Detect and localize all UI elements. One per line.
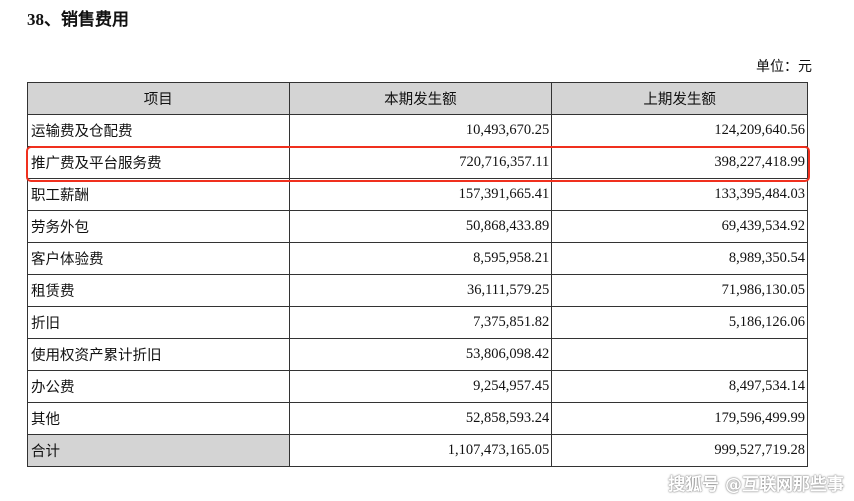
item-name: 办公费 xyxy=(27,370,290,403)
item-name: 折旧 xyxy=(27,306,290,339)
prior-amount: 999,527,719.28 xyxy=(551,434,808,467)
prior-amount: 69,439,534.92 xyxy=(551,210,808,243)
table-row: 租赁费 36,111,579.25 71,986,130.05 xyxy=(27,274,808,307)
item-name: 客户体验费 xyxy=(27,242,290,275)
table-row: 其他 52,858,593.24 179,596,499.99 xyxy=(27,402,808,435)
prior-amount: 398,227,418.99 xyxy=(551,146,808,179)
item-name: 运输费及仓配费 xyxy=(27,114,290,147)
header-current-period: 本期发生额 xyxy=(288,82,553,115)
item-name: 劳务外包 xyxy=(27,210,290,243)
current-amount: 53,806,098.42 xyxy=(288,338,553,371)
table-row: 职工薪酬 157,391,665.41 133,395,484.03 xyxy=(27,178,808,211)
table-row: 推广费及平台服务费 720,716,357.11 398,227,418.99 xyxy=(27,146,808,179)
prior-amount: 5,186,126.06 xyxy=(551,306,808,339)
prior-amount: 8,497,534.14 xyxy=(551,370,808,403)
prior-amount: 8,989,350.54 xyxy=(551,242,808,275)
current-amount: 720,716,357.11 xyxy=(288,146,553,179)
table-row: 使用权资产累计折旧 53,806,098.42 xyxy=(27,338,808,371)
header-prior-period: 上期发生额 xyxy=(551,82,808,115)
unit-label: 单位：元 xyxy=(756,60,812,75)
total-row: 合计 1,107,473,165.05 999,527,719.28 xyxy=(27,434,808,467)
section-title: 38、销售费用 xyxy=(27,10,129,29)
sales-expense-table: 项目 本期发生额 上期发生额 运输费及仓配费 10,493,670.25 124,2… xyxy=(27,82,808,467)
current-amount: 50,868,433.89 xyxy=(288,210,553,243)
prior-amount: 71,986,130.05 xyxy=(551,274,808,307)
current-amount: 1,107,473,165.05 xyxy=(288,434,553,467)
table-row: 劳务外包 50,868,433.89 69,439,534.92 xyxy=(27,210,808,243)
prior-amount: 133,395,484.03 xyxy=(551,178,808,211)
table-row: 办公费 9,254,957.45 8,497,534.14 xyxy=(27,370,808,403)
table-row: 运输费及仓配费 10,493,670.25 124,209,640.56 xyxy=(27,114,808,147)
table-row: 客户体验费 8,595,958.21 8,989,350.54 xyxy=(27,242,808,275)
item-name: 推广费及平台服务费 xyxy=(27,146,290,179)
current-amount: 157,391,665.41 xyxy=(288,178,553,211)
current-amount: 9,254,957.45 xyxy=(288,370,553,403)
current-amount: 8,595,958.21 xyxy=(288,242,553,275)
current-amount: 36,111,579.25 xyxy=(288,274,553,307)
prior-amount: 124,209,640.56 xyxy=(551,114,808,147)
prior-amount: 179,596,499.99 xyxy=(551,402,808,435)
prior-amount xyxy=(551,338,808,371)
current-amount: 10,493,670.25 xyxy=(288,114,553,147)
current-amount: 52,858,593.24 xyxy=(288,402,553,435)
watermark: 搜狐号 @互联网那些事 xyxy=(668,475,844,495)
item-name: 使用权资产累计折旧 xyxy=(27,338,290,371)
current-amount: 7,375,851.82 xyxy=(288,306,553,339)
table-header-row: 项目 本期发生额 上期发生额 xyxy=(27,82,808,115)
item-name: 职工薪酬 xyxy=(27,178,290,211)
item-name: 合计 xyxy=(27,434,290,467)
header-item: 项目 xyxy=(27,82,290,115)
item-name: 其他 xyxy=(27,402,290,435)
table-row: 折旧 7,375,851.82 5,186,126.06 xyxy=(27,306,808,339)
item-name: 租赁费 xyxy=(27,274,290,307)
